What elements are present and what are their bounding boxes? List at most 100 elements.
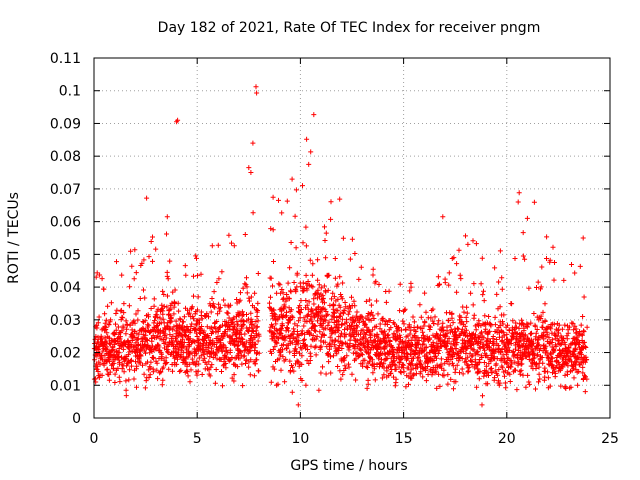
- data-point: [555, 338, 561, 344]
- data-point: [318, 370, 324, 376]
- data-point: [172, 287, 178, 293]
- data-point: [240, 322, 246, 327]
- data-point: [140, 362, 145, 368]
- data-point: [348, 305, 353, 311]
- data-point: [280, 323, 286, 329]
- data-point: [286, 328, 292, 334]
- data-point: [327, 346, 332, 352]
- data-point: [127, 322, 133, 328]
- data-point: [175, 300, 181, 306]
- data-point: [168, 315, 174, 321]
- data-point: [411, 319, 417, 325]
- data-point: [402, 306, 408, 312]
- data-point: [276, 336, 281, 342]
- data-point: [535, 343, 541, 348]
- data-point: [136, 331, 142, 337]
- data-point: [368, 302, 374, 308]
- data-point: [358, 264, 364, 270]
- data-point: [138, 353, 144, 359]
- data-point: [187, 342, 192, 348]
- data-point: [229, 355, 235, 360]
- data-point: [315, 290, 321, 296]
- data-point: [168, 306, 174, 312]
- data-point: [157, 330, 163, 336]
- data-point: [335, 364, 341, 369]
- data-point: [297, 350, 302, 356]
- data-point: [436, 318, 442, 324]
- data-point: [208, 309, 214, 315]
- data-point: [102, 311, 108, 317]
- data-point: [96, 375, 102, 381]
- data-point: [119, 366, 125, 372]
- data-point: [444, 346, 450, 352]
- data-point: [226, 232, 232, 238]
- data-point: [270, 194, 276, 200]
- data-point: [116, 350, 122, 356]
- data-point: [195, 368, 201, 374]
- y-tick-label: 0.11: [50, 51, 81, 67]
- data-point: [129, 357, 134, 363]
- data-point: [210, 301, 216, 307]
- data-point: [491, 339, 497, 345]
- data-point: [541, 336, 547, 342]
- data-point: [429, 372, 435, 378]
- data-point: [318, 285, 324, 291]
- data-point: [195, 294, 201, 300]
- data-point: [241, 353, 247, 359]
- data-point: [148, 239, 154, 244]
- data-point: [315, 277, 321, 283]
- data-point: [493, 337, 499, 342]
- data-point: [238, 349, 244, 355]
- data-point: [283, 298, 289, 304]
- data-point: [213, 352, 218, 358]
- data-point: [423, 378, 429, 384]
- data-point: [548, 351, 554, 357]
- data-point: [313, 343, 319, 349]
- data-point: [382, 328, 388, 334]
- data-point: [274, 340, 280, 346]
- data-point: [582, 389, 588, 395]
- data-point: [150, 258, 155, 264]
- data-point: [338, 292, 344, 297]
- data-point: [528, 320, 534, 326]
- data-point: [318, 338, 324, 344]
- data-point: [151, 296, 157, 302]
- data-point: [126, 303, 132, 309]
- data-point: [421, 341, 427, 347]
- data-point: [256, 333, 262, 339]
- data-point: [374, 332, 380, 338]
- data-point: [178, 353, 184, 359]
- data-point: [464, 310, 470, 316]
- data-point: [303, 298, 309, 303]
- data-point: [151, 303, 157, 309]
- data-point: [536, 371, 542, 377]
- data-point: [349, 371, 355, 377]
- data-point: [254, 357, 260, 363]
- data-point: [194, 372, 200, 378]
- data-point: [573, 366, 579, 372]
- data-point: [370, 312, 376, 318]
- data-point: [243, 361, 248, 366]
- data-point: [430, 306, 436, 312]
- y-tick-label: 0.1: [59, 84, 81, 100]
- data-point: [256, 368, 262, 374]
- data-point: [363, 332, 369, 338]
- data-point: [336, 348, 342, 353]
- data-point: [322, 300, 327, 306]
- data-point: [342, 327, 347, 333]
- data-point: [445, 372, 451, 378]
- data-point: [243, 344, 249, 350]
- data-point: [428, 324, 433, 330]
- data-point: [125, 352, 131, 358]
- data-point: [175, 356, 180, 362]
- data-point: [250, 210, 256, 216]
- data-point: [306, 361, 312, 366]
- data-point: [471, 312, 477, 318]
- data-point: [240, 285, 246, 291]
- data-point: [487, 328, 493, 334]
- data-point: [328, 354, 333, 360]
- data-point: [129, 263, 135, 269]
- data-point: [116, 374, 122, 380]
- data-point: [182, 263, 188, 269]
- data-point: [338, 333, 344, 339]
